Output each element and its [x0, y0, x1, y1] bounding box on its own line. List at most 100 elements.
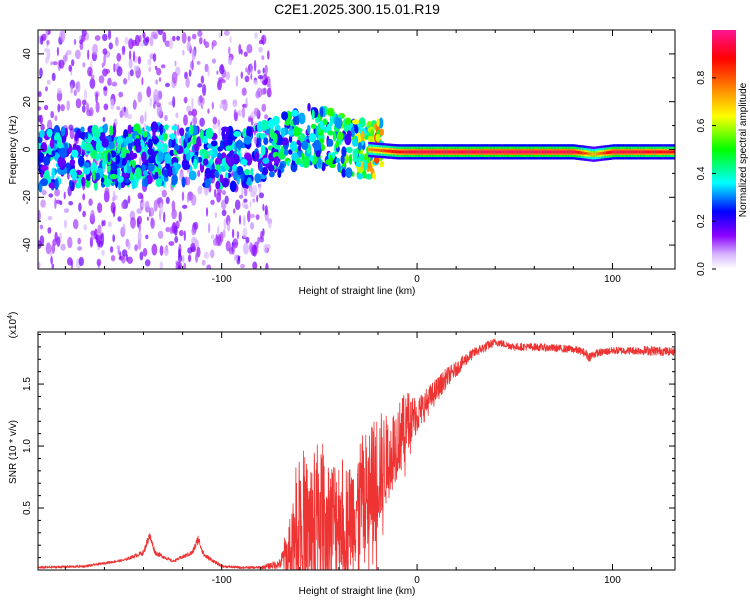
spectrogram-band-cell — [192, 135, 198, 147]
spectrogram-noise-cell — [205, 207, 209, 217]
spectrogram-noise-cell — [238, 43, 242, 55]
spectrogram-noise-cell — [127, 71, 131, 82]
spectrogram-noise-cell — [70, 84, 73, 94]
spectrogram-band-cell — [69, 159, 76, 166]
spectrogram-noise-cell — [86, 109, 93, 117]
spectrogram-noise-cell — [222, 190, 226, 196]
spectrogram-band-cell — [246, 126, 252, 139]
spectrogram-band-cell — [332, 131, 337, 142]
spectrogram-band-cell — [329, 115, 334, 127]
spectrogram-noise-cell — [177, 254, 183, 263]
spectrogram-noise-cell — [162, 32, 167, 43]
spectrogram-noise-cell — [177, 265, 181, 269]
spectrogram-noise-cell — [149, 97, 153, 107]
spectrogram-ridge-cell — [440, 150, 442, 154]
spectrogram-ridge-cell — [429, 150, 431, 154]
spectrogram-noise-cell — [197, 30, 203, 37]
spectrogram-band-cell — [344, 147, 353, 153]
spectrogram-noise-cell — [165, 226, 171, 233]
spectrogram-noise-cell — [45, 56, 49, 64]
spectrogram-noise-cell — [130, 217, 136, 229]
spectrogram-noise-cell — [67, 172, 70, 180]
spectrogram-noise-cell — [260, 230, 263, 240]
spectrogram-ridge-cell — [418, 150, 420, 154]
spectrogram-noise-cell — [82, 105, 86, 113]
spectrogram-noise-cell — [122, 223, 126, 236]
spectrogram-x-axis-label: Height of straight line (km) — [299, 286, 416, 297]
spectrogram-noise-cell — [153, 199, 158, 212]
spectrogram-noise-cell — [253, 59, 257, 72]
spectrogram-band-cell — [215, 172, 220, 179]
spectrogram-noise-cell — [77, 237, 81, 245]
spectrogram-noise-cell — [159, 261, 163, 269]
spectrogram-band-cell — [233, 131, 242, 137]
spectrogram-ridge-cell — [555, 150, 558, 154]
spectrogram-noise-cell — [171, 200, 176, 212]
spectrogram-noise-cell — [207, 66, 210, 77]
spectrogram-ridge-cell — [630, 150, 633, 154]
spectrogram-noise-cell — [141, 77, 144, 86]
spectrogram-noise-cell — [90, 209, 95, 222]
spectrogram-ridge-cell — [382, 149, 385, 153]
spectrogram-ridge-cell — [441, 150, 444, 154]
spectrogram-band-cell — [168, 133, 176, 139]
spectrogram-noise-cell — [224, 195, 229, 205]
spectrogram-noise-cell — [245, 236, 250, 244]
spectrogram-noise-cell — [82, 99, 87, 106]
spectrogram-ridge-cell — [540, 150, 542, 154]
y-tick-label: 1.5 — [22, 377, 33, 391]
spectrogram-band-cell — [174, 145, 180, 151]
spectrogram-noise-cell — [225, 71, 230, 81]
spectrogram-noise-cell — [222, 229, 226, 238]
spectrogram-noise-cell — [164, 114, 168, 122]
spectrogram-band-cell — [272, 132, 278, 145]
spectrogram-band-cell — [74, 133, 79, 142]
spectrogram-ridge-cell — [498, 150, 500, 154]
spectrogram-ridge-cell — [496, 150, 499, 154]
spectrogram-ridge-cell — [415, 150, 417, 154]
spectrogram-ridge-cell — [505, 150, 508, 154]
spectrogram-noise-cell — [181, 191, 185, 201]
spectrogram-band-cell — [86, 172, 91, 182]
spectrogram-x-ticks: -100 0 100 — [64, 30, 653, 285]
spectrogram-band-cell — [229, 180, 237, 193]
spectrogram-ridge-cell — [587, 152, 589, 155]
spectrogram-band-cell — [156, 142, 163, 150]
spectrogram-ridge-cell — [426, 150, 428, 154]
spectrogram-noise-cell — [236, 231, 240, 239]
spectrogram-noise-cell — [250, 73, 253, 80]
spectrogram-band-cell — [340, 154, 345, 164]
spectrogram-ridge-cell — [615, 150, 617, 154]
spectrogram-ridge-cell — [368, 148, 370, 151]
spectrogram-band-cell — [210, 147, 218, 158]
spectrogram-band-cell — [152, 128, 156, 140]
spectrogram-noise-cell — [249, 200, 252, 208]
spectrogram-ridge-cell — [655, 150, 658, 154]
spectrogram-band-cell — [59, 147, 68, 159]
spectrogram-noise-cell — [75, 98, 82, 109]
spectrogram-band-cell — [147, 138, 153, 149]
spectrogram-noise-cell — [40, 199, 46, 208]
y-tick-label: 0 — [22, 146, 33, 152]
spectrogram-noise-cell — [233, 109, 237, 119]
spectrogram-ridge-cell — [483, 150, 486, 154]
spectrogram-band-cell — [302, 156, 310, 168]
spectrogram-noise-cell — [82, 62, 86, 68]
spectrogram-noise-cell — [38, 91, 42, 98]
spectrogram-band-cell — [142, 131, 148, 138]
spectrogram-noise-cell — [183, 114, 188, 126]
spectrogram-ridge-cell — [538, 150, 541, 154]
spectrogram-band-cell — [92, 169, 96, 182]
spectrogram-noise-cell — [108, 42, 114, 50]
spectrogram-band-cell — [322, 118, 328, 126]
spectrogram-noise-cell — [146, 86, 152, 98]
spectrogram-ridge-cell — [482, 150, 485, 154]
spectrogram-band-cell — [165, 162, 171, 170]
spectrogram-band-cell — [90, 162, 97, 174]
spectrogram-band-cell — [122, 157, 127, 167]
spectrogram-heatmap — [38, 30, 675, 269]
spectrogram-band-cell — [188, 124, 194, 135]
spectrogram-noise-cell — [232, 100, 238, 108]
spectrogram-noise-cell — [75, 82, 79, 90]
spectrogram-band-cell — [221, 130, 226, 138]
